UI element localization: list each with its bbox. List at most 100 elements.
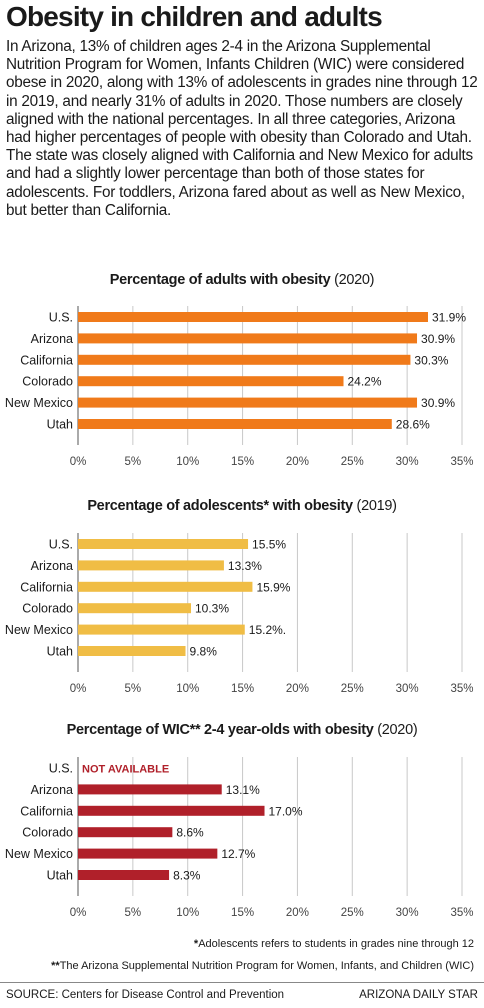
category-label: Colorado bbox=[22, 826, 73, 840]
x-tick-label: 35% bbox=[450, 907, 473, 919]
source-credit: SOURCE: Centers for Disease Control and … bbox=[6, 989, 285, 1001]
bar bbox=[78, 312, 428, 322]
bar bbox=[78, 419, 392, 429]
chart-title-year: (2020) bbox=[377, 722, 418, 738]
footnote-wic: **The Arizona Supplemental Nutrition Pro… bbox=[51, 960, 474, 973]
x-tick-label: 30% bbox=[396, 907, 419, 919]
x-tick-label: 10% bbox=[176, 907, 199, 919]
category-label: Arizona bbox=[31, 783, 73, 797]
chart-title-adults: Percentage of adults with obesity (2020) bbox=[0, 271, 484, 289]
bar bbox=[78, 646, 186, 656]
publisher-credit: ARIZONA DAILY STAR bbox=[359, 989, 478, 1001]
bar bbox=[78, 805, 265, 816]
x-tick-label: 0% bbox=[70, 907, 87, 919]
x-tick-label: 35% bbox=[450, 683, 473, 695]
bar bbox=[78, 784, 222, 795]
chart-title-adolescents: Percentage of adolescents* with obesity … bbox=[0, 497, 484, 515]
bar bbox=[78, 603, 192, 614]
category-label: New Mexico bbox=[5, 623, 73, 637]
chart-title-wic: Percentage of WIC** 2-4 year-olds with o… bbox=[0, 721, 484, 739]
x-tick-label: 5% bbox=[125, 456, 142, 468]
x-tick-label: 0% bbox=[70, 683, 87, 695]
chart-title-text: Percentage of adults with obesity bbox=[109, 272, 331, 288]
x-tick-label: 10% bbox=[176, 456, 199, 468]
bar bbox=[78, 560, 224, 571]
category-label: Colorado bbox=[22, 602, 73, 616]
value-label: 28.6% bbox=[396, 418, 430, 432]
category-label: U.S. bbox=[49, 538, 73, 552]
value-label: 12.7% bbox=[221, 847, 255, 861]
value-label: 24.2% bbox=[348, 375, 382, 389]
footnote-text: The Arizona Supplemental Nutrition Progr… bbox=[59, 960, 474, 972]
x-tick-label: 5% bbox=[125, 907, 142, 919]
value-label: 8.3% bbox=[173, 869, 201, 883]
value-label: 13.3% bbox=[228, 559, 262, 573]
chart-title-year: (2020) bbox=[334, 272, 375, 288]
value-label: 17.0% bbox=[269, 804, 303, 818]
footnote-marker: * bbox=[193, 938, 199, 950]
x-tick-label: 30% bbox=[396, 683, 419, 695]
category-label: California bbox=[20, 353, 73, 367]
x-tick-label: 20% bbox=[286, 907, 309, 919]
x-tick-label: 25% bbox=[341, 683, 364, 695]
value-label: 15.9% bbox=[256, 580, 290, 594]
value-label: 15.2%. bbox=[249, 623, 286, 637]
value-label: 13.1% bbox=[226, 783, 260, 797]
category-label: Arizona bbox=[31, 332, 73, 346]
value-label: 8.6% bbox=[176, 826, 204, 840]
chart-adults-obesity: 0% 5% 10% 15% 20% 25% 30% 35% U.S. 31.9% Arizona 30… bbox=[5, 306, 474, 468]
x-tick-label: 25% bbox=[341, 456, 364, 468]
footnote-adolescents: *Adolescents refers to students in grade… bbox=[194, 938, 474, 951]
x-tick-label: 5% bbox=[125, 683, 142, 695]
value-label: 10.3% bbox=[195, 602, 229, 616]
category-label: Utah bbox=[47, 418, 73, 432]
category-label: Arizona bbox=[31, 559, 73, 573]
category-label: New Mexico bbox=[5, 847, 73, 861]
bar bbox=[78, 581, 253, 592]
chart-title-year: (2019) bbox=[356, 498, 397, 514]
x-tick-label: 25% bbox=[341, 907, 364, 919]
x-tick-label: 20% bbox=[286, 456, 309, 468]
value-label: 15.5% bbox=[252, 538, 286, 552]
category-label: California bbox=[20, 804, 73, 818]
value-label: 31.9% bbox=[432, 311, 466, 325]
category-label: Colorado bbox=[22, 375, 73, 389]
x-tick-label: 15% bbox=[231, 456, 254, 468]
bar bbox=[78, 827, 173, 838]
bar bbox=[78, 624, 245, 635]
value-label: 9.8% bbox=[190, 645, 218, 659]
x-tick-label: 20% bbox=[286, 683, 309, 695]
x-tick-label: 15% bbox=[231, 907, 254, 919]
bar bbox=[78, 539, 249, 549]
chart-wic-obesity: 0% 5% 10% 15% 20% 25% 30% 35% U.S. NOT AVAILABLE A… bbox=[5, 757, 474, 919]
bar bbox=[78, 397, 418, 408]
value-label: 30.3% bbox=[414, 353, 448, 367]
category-label: U.S. bbox=[49, 311, 73, 325]
value-label: 30.9% bbox=[421, 332, 455, 346]
x-tick-label: 30% bbox=[396, 456, 419, 468]
category-label: U.S. bbox=[49, 762, 73, 776]
category-label: New Mexico bbox=[5, 396, 73, 410]
footnote-text: Adolescents refers to students in grades… bbox=[198, 938, 474, 950]
headline: Obesity in children and adults bbox=[6, 1, 383, 32]
value-label: 30.9% bbox=[421, 396, 455, 410]
chart-title-text: Percentage of WIC** 2-4 year-olds with o… bbox=[66, 722, 374, 738]
bar bbox=[78, 333, 418, 344]
chart-title-text: Percentage of adolescents* with obesity bbox=[87, 498, 353, 514]
footer-divider bbox=[0, 982, 484, 983]
category-label: Utah bbox=[47, 869, 73, 883]
x-tick-label: 35% bbox=[450, 456, 473, 468]
bar bbox=[78, 848, 218, 859]
bar bbox=[78, 376, 344, 387]
bar bbox=[78, 354, 411, 365]
x-tick-label: 10% bbox=[176, 683, 199, 695]
x-tick-label: 0% bbox=[70, 456, 87, 468]
intro-paragraph: In Arizona, 13% of children ages 2-4 in … bbox=[6, 38, 478, 219]
footnote-marker: ** bbox=[51, 960, 60, 972]
x-tick-label: 15% bbox=[231, 683, 254, 695]
not-available-label: NOT AVAILABLE bbox=[82, 764, 169, 776]
category-label: California bbox=[20, 580, 73, 594]
chart-adolescents-obesity: 0% 5% 10% 15% 20% 25% 30% 35% U.S. 15.5% Arizona 13… bbox=[5, 533, 474, 695]
category-label: Utah bbox=[47, 645, 73, 659]
bar bbox=[78, 870, 170, 880]
